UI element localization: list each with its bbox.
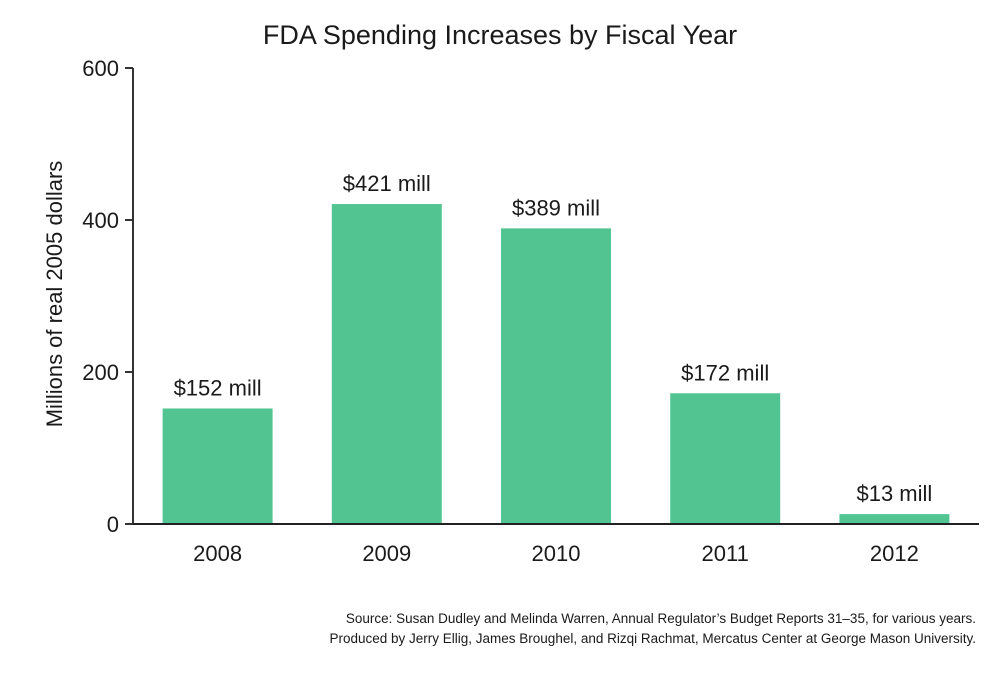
chart-title: FDA Spending Increases by Fiscal Year [263, 20, 737, 50]
bar-2010 [501, 228, 611, 525]
x-axis-labels: 2008 2009 2010 2011 2012 [193, 541, 919, 566]
bar-2011 [670, 393, 781, 524]
source-note: Source: Susan Dudley and Melinda Warren,… [329, 609, 976, 649]
bar-2012 [839, 514, 950, 524]
y-tick-label: 400 [82, 208, 119, 233]
data-label-2011: $172 mill [681, 360, 769, 385]
data-label-2010: $389 mill [512, 195, 600, 220]
x-tick-label-2012: 2012 [870, 541, 919, 566]
data-labels: $152 mill $421 mill $389 mill $172 mill $13 … [174, 171, 933, 506]
y-tick-label: 200 [82, 360, 119, 385]
y-axis-ticks: 0 200 400 600 [82, 56, 133, 537]
x-tick-label-2011: 2011 [702, 541, 749, 566]
producer-line: Produced by Jerry Ellig, James Broughel,… [329, 631, 976, 646]
y-tick-label: 600 [82, 56, 119, 81]
y-axis-label: Millions of real 2005 dollars [42, 161, 67, 428]
x-tick-label-2008: 2008 [193, 541, 242, 566]
data-label-2009: $421 mill [343, 171, 431, 196]
bar-2008 [162, 408, 273, 524]
x-tick-label-2010: 2010 [532, 541, 581, 566]
source-line: Source: Susan Dudley and Melinda Warren,… [345, 611, 976, 626]
data-label-2008: $152 mill [174, 375, 262, 400]
bar-2009 [331, 204, 442, 525]
x-tick-label-2009: 2009 [362, 541, 411, 566]
bars [162, 204, 950, 525]
data-label-2012: $13 mill [856, 481, 932, 506]
y-tick-label: 0 [107, 512, 119, 537]
